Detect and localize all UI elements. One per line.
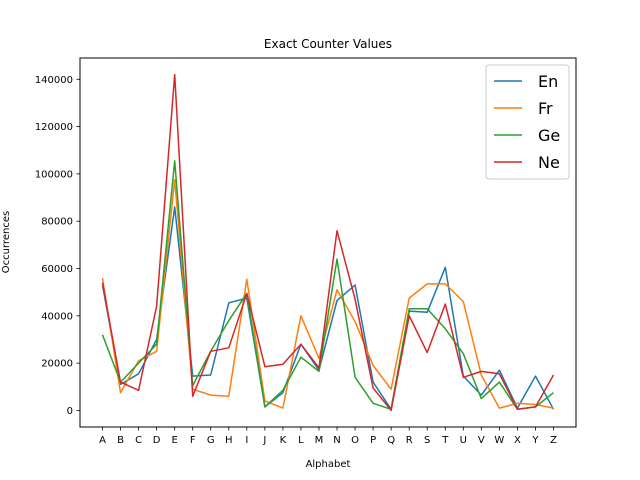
y-tick-label: 80000 (41, 217, 73, 228)
x-tick-label: E (171, 435, 177, 446)
x-tick-label: X (514, 435, 521, 446)
y-axis-label: Occurrences (1, 211, 12, 273)
x-axis-label: Alphabet (306, 459, 351, 470)
x-tick-label: O (351, 435, 359, 446)
x-tick-label: M (315, 435, 324, 446)
x-tick-label: H (225, 435, 233, 446)
x-tick-label: D (153, 435, 161, 446)
y-tick-label: 140000 (35, 75, 73, 86)
x-tick-label: Y (531, 435, 539, 446)
legend-label-fr: Fr (538, 99, 553, 118)
x-tick-label: Z (550, 435, 557, 446)
x-tick-label: B (117, 435, 124, 446)
x-tick-label: J (262, 435, 266, 446)
x-tick-label: T (441, 435, 449, 446)
x-tick-label: V (478, 435, 485, 446)
x-tick-label: F (190, 435, 196, 446)
x-tick-label: U (460, 435, 467, 446)
axes-frame (79, 57, 577, 428)
x-tick-label: A (99, 435, 106, 446)
legend-box (485, 64, 570, 180)
chart-title: Exact Counter Values (264, 37, 392, 51)
series-line-fr (101, 179, 554, 409)
series-line-ge (101, 160, 554, 411)
series-line-ne (101, 73, 555, 412)
y-tick-label: 0 (67, 406, 73, 417)
y-tick-label: 100000 (35, 169, 73, 180)
y-tick-label: 20000 (41, 359, 73, 370)
y-tick-label: 60000 (41, 264, 73, 275)
x-tick-label: C (135, 435, 142, 446)
x-tick-label: G (207, 435, 215, 446)
x-tick-label: I (245, 435, 248, 446)
y-tick-label: 40000 (41, 311, 73, 322)
plot-area (101, 73, 555, 412)
legend-label-ge: Ge (538, 126, 560, 145)
x-tick-label: R (406, 435, 413, 446)
x-tick-label: W (494, 435, 504, 446)
x-tick-label: K (280, 435, 287, 446)
x-tick-label: N (333, 435, 340, 446)
y-axis: 0 20000 40000 60000 80000 100000 120000 140000 (35, 75, 80, 417)
y-tick-label: 120000 (35, 122, 73, 133)
x-tick-label: S (424, 435, 430, 446)
x-tick-label: L (298, 435, 304, 446)
legend-label-ne: Ne (538, 153, 560, 172)
legend-label-en: En (538, 72, 558, 91)
legend: En Fr Ge Ne (485, 64, 570, 180)
x-tick-label: P (370, 435, 376, 446)
x-tick-label: Q (387, 435, 395, 446)
